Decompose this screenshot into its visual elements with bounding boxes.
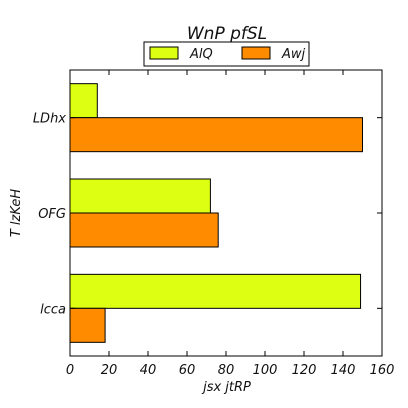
- x-tick-label-60: 60: [179, 363, 196, 378]
- ticks-layer: LDhx OFG lcca 0 20 40 60 80 100 120 140 160: [33, 70, 395, 378]
- y-tick-label-lcca: lcca: [40, 302, 66, 317]
- bar-AlQ-LDhx: [69, 83, 98, 119]
- bar-Awj-LDhx: [69, 117, 363, 153]
- x-tick-label-120: 120: [292, 363, 317, 378]
- legend-swatch-series-1: [241, 46, 271, 60]
- legend-label-series-0: AlQ: [189, 47, 213, 62]
- bar-Awj-OFG: [69, 212, 219, 248]
- y-tick-label-OFG: OFG: [38, 207, 66, 222]
- x-tick-label-160: 160: [370, 363, 395, 378]
- legend-label-series-1: Awj: [281, 47, 306, 62]
- bar-AlQ-lcca: [69, 273, 362, 309]
- chart-title: WnP pfSL: [187, 24, 267, 44]
- legend: AlQ Awj: [143, 41, 310, 67]
- y-axis-label: T lzKeH: [9, 189, 24, 238]
- x-tick-label-0: 0: [66, 363, 74, 378]
- x-tick-label-20: 20: [101, 363, 118, 378]
- x-axis-label: jsx jtRP: [201, 380, 251, 395]
- bars-layer: [69, 83, 363, 343]
- plot-area-frame: [69, 69, 383, 357]
- bar-AlQ-OFG: [69, 178, 211, 214]
- x-tick-label-140: 140: [331, 363, 356, 378]
- bar-Awj-lcca: [69, 307, 106, 343]
- x-tick-label-80: 80: [218, 363, 235, 378]
- y-tick-label-LDhx: LDhx: [33, 112, 66, 127]
- x-tick-label-100: 100: [253, 363, 278, 378]
- legend-swatch-series-0: [149, 46, 179, 60]
- x-tick-label-40: 40: [140, 363, 157, 378]
